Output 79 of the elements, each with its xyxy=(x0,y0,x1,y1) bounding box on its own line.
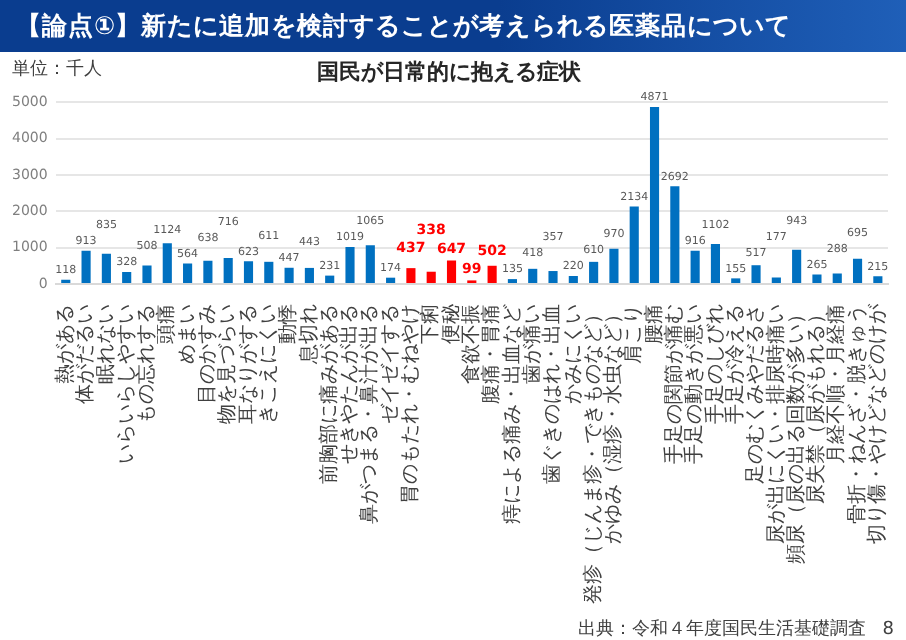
x-tick-label: めまい xyxy=(176,304,199,364)
x-tick-label: かみにくい xyxy=(562,304,585,404)
bar xyxy=(81,250,91,283)
x-tick-label: 目のかすみ xyxy=(197,304,220,404)
x-tick-label: 頭痛 xyxy=(154,304,179,344)
bar xyxy=(609,248,619,283)
x-tick-label: 耳なりがする xyxy=(237,304,260,424)
x-tick-label: 動悸 xyxy=(276,304,301,344)
x-tick-label: 頻尿（尿の出る回数が多い） xyxy=(783,304,808,564)
x-tick-label: 胃のもたれ・むねやけ xyxy=(400,304,423,504)
x-tick-label: かゆみ（湿疹・水虫など） xyxy=(601,304,626,544)
x-tick-label: 切り傷・やけどなどのけが xyxy=(865,302,890,544)
bar xyxy=(548,271,558,283)
bar xyxy=(873,276,883,283)
bar xyxy=(852,258,863,283)
bar xyxy=(649,107,660,283)
text: 8 xyxy=(882,619,895,640)
x-tick-label: 体がだるい xyxy=(73,304,98,404)
x-tick-label: 肩こり xyxy=(621,304,646,364)
x-tick-label: 歯ぐきのはれ・出血 xyxy=(540,304,565,484)
bar xyxy=(183,263,193,283)
bar xyxy=(487,265,497,283)
x-tick-label: 腹痛・胃痛 xyxy=(479,304,504,404)
bar xyxy=(386,277,396,283)
x-tick-label: 食欲不振 xyxy=(459,304,483,384)
bar xyxy=(710,243,721,283)
x-tick-label: きこえにくい xyxy=(257,304,280,424)
bar xyxy=(751,265,761,283)
bar xyxy=(568,276,578,283)
bar xyxy=(122,272,132,283)
bar xyxy=(304,267,314,283)
x-tick-label: 鼻がつまる・鼻汁が出る xyxy=(357,304,382,524)
text: 単位：千人 xyxy=(12,57,102,80)
bar xyxy=(690,250,700,283)
x-tick-label: 骨折・ねんざ・脱きゅう xyxy=(844,304,869,524)
bar xyxy=(203,260,213,283)
x-tick-label: 下痢 xyxy=(418,304,443,344)
bar xyxy=(406,268,416,283)
bar xyxy=(223,258,233,283)
bar xyxy=(101,253,111,283)
bar xyxy=(832,273,842,283)
x-tick-label: いらいらしやすい xyxy=(115,304,138,464)
x-tick-label: 歯が痛い xyxy=(519,304,544,384)
x-tick-label: 足のむくみやだるさ xyxy=(745,304,768,484)
x-tick-label: 手足が冷える xyxy=(722,304,747,424)
bar xyxy=(629,206,639,283)
bar xyxy=(528,268,538,283)
bar xyxy=(325,275,335,283)
chart-title: 【論点①】新たに追加を検討することが考えられる医薬品について xyxy=(0,0,906,52)
bar xyxy=(162,243,172,283)
x-tick-label: 手足のしびれ xyxy=(702,304,727,424)
bar xyxy=(426,271,436,283)
x-tick-label: 月経不順・月経痛 xyxy=(824,304,849,464)
x-tick-label: 息切れ xyxy=(296,304,321,366)
bar xyxy=(446,260,457,283)
bar xyxy=(243,261,254,283)
source-note: 出典：令和４年度国民生活基礎調査 xyxy=(578,617,866,640)
bar xyxy=(345,246,355,283)
bar xyxy=(142,265,152,283)
bar xyxy=(812,274,822,283)
x-tick-label: 手足の動きが悪い xyxy=(682,304,707,464)
x-tick-label: 熱がある xyxy=(52,304,77,384)
x-tick-label: 物を見づらい xyxy=(217,304,240,424)
x-tick-label: 発疹（じんま疹・できものなど） xyxy=(580,304,605,604)
x-tick-label: 痔による痛み・出血など xyxy=(499,304,524,524)
x-tick-label: 腰痛 xyxy=(641,304,666,344)
bar xyxy=(365,245,375,283)
x-tick-label: 尿が出にくい・排尿時痛い xyxy=(763,304,788,544)
bar xyxy=(771,277,781,283)
bar xyxy=(284,267,294,283)
bar xyxy=(792,249,802,283)
bar xyxy=(264,261,274,283)
x-tick-label: ゼイゼイする xyxy=(379,304,402,424)
x-tick-label: 便秘 xyxy=(440,304,463,344)
x-tick-label: 前胸部に痛みがある xyxy=(316,304,341,484)
chart-subtitle: 国民が日常的に抱える症状 xyxy=(317,58,583,85)
bar xyxy=(589,261,599,283)
x-tick-label: 眠れない xyxy=(95,304,118,384)
bar xyxy=(670,186,680,283)
